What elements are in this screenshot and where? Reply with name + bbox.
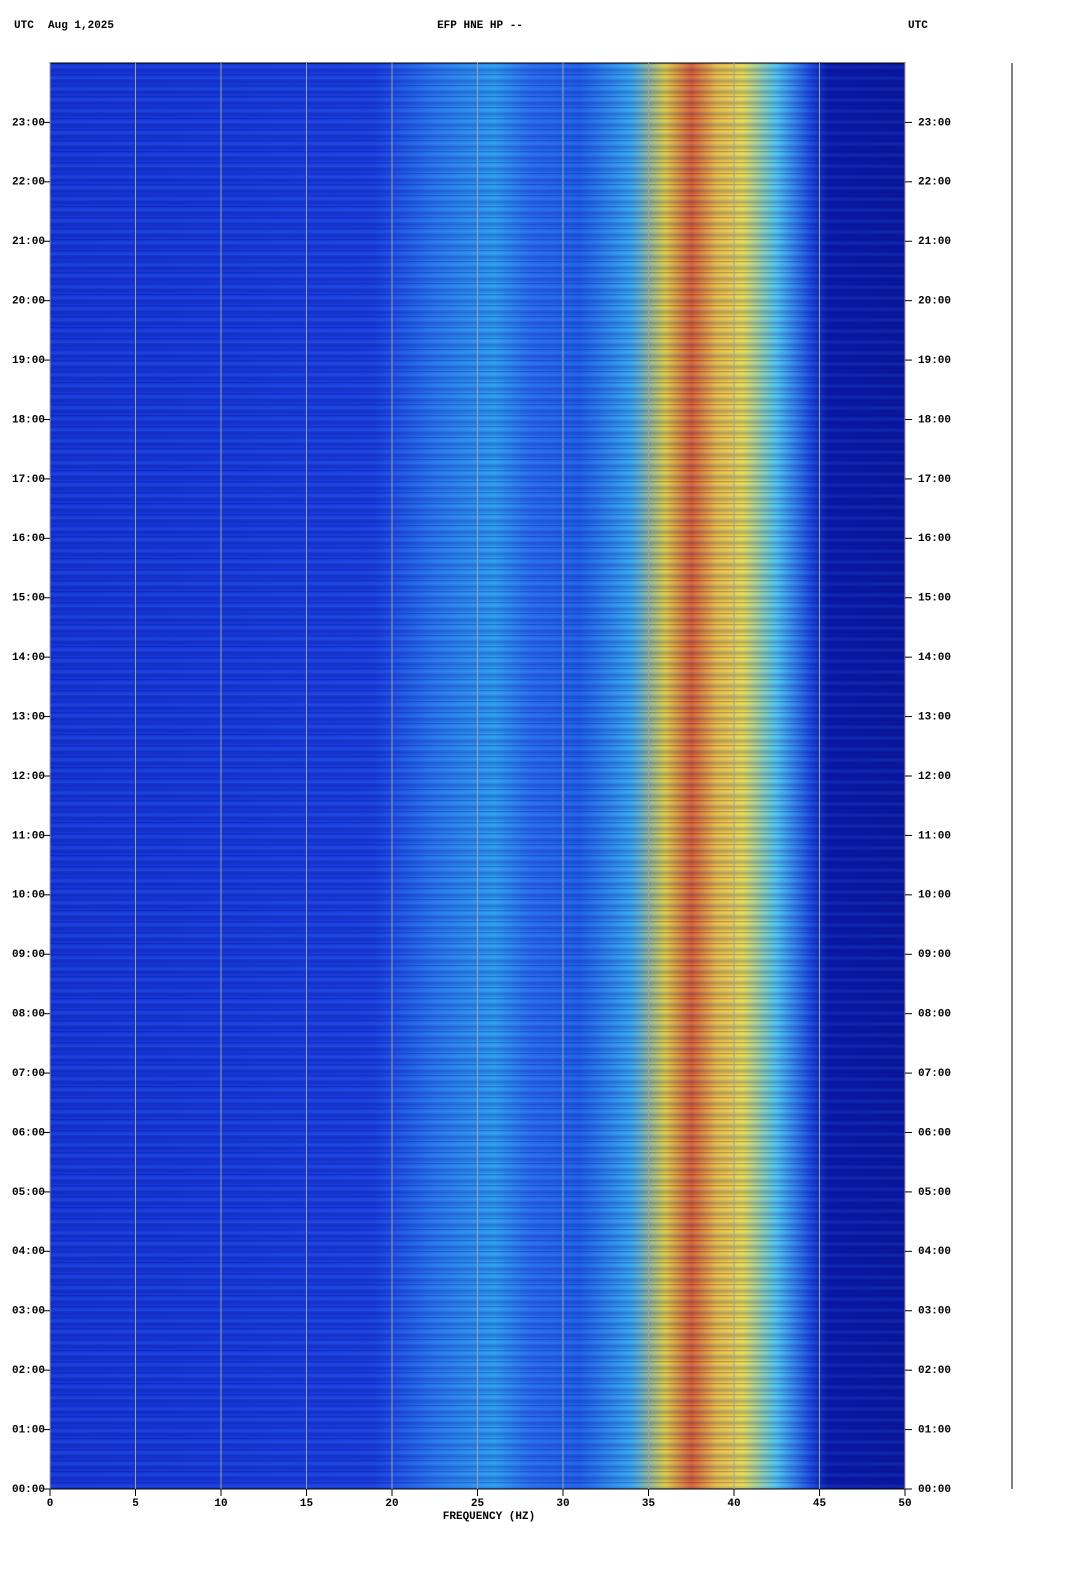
y-tick-label: 10:00	[12, 890, 45, 902]
y-tick-label: 00:00	[12, 1484, 45, 1496]
header-left: UTC	[14, 20, 34, 32]
y-tick-label-right: 19:00	[918, 355, 951, 367]
y-tick-label: 17:00	[12, 474, 45, 486]
y-tick-label-right: 04:00	[918, 1246, 951, 1258]
x-tick-label: 35	[642, 1498, 656, 1510]
x-tick-label: 5	[132, 1498, 139, 1510]
y-tick-label: 22:00	[12, 177, 45, 189]
y-tick-label-right: 02:00	[918, 1365, 951, 1377]
y-tick-label: 06:00	[12, 1127, 45, 1139]
y-tick-label-right: 18:00	[918, 414, 951, 426]
x-tick-label: 50	[898, 1498, 911, 1510]
x-axis-label: FREQUENCY (HZ)	[443, 1511, 535, 1523]
y-tick-label: 23:00	[12, 117, 45, 129]
y-tick-label-right: 07:00	[918, 1068, 951, 1080]
y-tick-label: 09:00	[12, 949, 45, 961]
y-tick-label: 14:00	[12, 652, 45, 664]
y-tick-label: 02:00	[12, 1365, 45, 1377]
y-tick-label: 13:00	[12, 711, 45, 723]
y-tick-label-right: 09:00	[918, 949, 951, 961]
y-tick-label-right: 13:00	[918, 711, 951, 723]
y-tick-label-right: 15:00	[918, 593, 951, 605]
y-tick-label-right: 16:00	[918, 533, 951, 545]
y-tick-label-right: 10:00	[918, 890, 951, 902]
y-tick-label: 01:00	[12, 1424, 45, 1436]
x-tick-label: 0	[47, 1498, 54, 1510]
y-tick-label-right: 17:00	[918, 474, 951, 486]
y-tick-label: 03:00	[12, 1306, 45, 1318]
y-tick-label-right: 21:00	[918, 236, 951, 248]
y-tick-label: 08:00	[12, 1009, 45, 1021]
y-tick-label-right: 23:00	[918, 117, 951, 129]
y-tick-label: 07:00	[12, 1068, 45, 1080]
y-tick-label: 20:00	[12, 296, 45, 308]
y-tick-label: 05:00	[12, 1187, 45, 1199]
y-tick-label-right: 05:00	[918, 1187, 951, 1199]
x-tick-label: 45	[813, 1498, 827, 1510]
header-right: UTC	[908, 20, 928, 32]
x-tick-label: 15	[300, 1498, 314, 1510]
y-tick-label: 16:00	[12, 533, 45, 545]
y-tick-label-right: 20:00	[918, 296, 951, 308]
y-tick-label-right: 12:00	[918, 771, 951, 783]
date: Aug 1,2025	[48, 20, 114, 32]
y-tick-label-right: 03:00	[918, 1306, 951, 1318]
y-tick-label-right: 11:00	[918, 830, 951, 842]
chart-title: EFP HNE HP --	[437, 20, 523, 32]
y-tick-label: 11:00	[12, 830, 45, 842]
y-tick-label: 21:00	[12, 236, 45, 248]
x-tick-label: 25	[471, 1498, 485, 1510]
y-tick-label-right: 22:00	[918, 177, 951, 189]
y-tick-label: 04:00	[12, 1246, 45, 1258]
y-tick-label-right: 01:00	[918, 1424, 951, 1436]
y-tick-label: 15:00	[12, 593, 45, 605]
y-tick-label-right: 06:00	[918, 1127, 951, 1139]
y-tick-label: 12:00	[12, 771, 45, 783]
x-tick-label: 20	[385, 1498, 398, 1510]
y-tick-label-right: 00:00	[918, 1484, 951, 1496]
y-tick-label: 18:00	[12, 414, 45, 426]
y-tick-label: 19:00	[12, 355, 45, 367]
x-tick-label: 10	[214, 1498, 227, 1510]
x-tick-label: 30	[556, 1498, 569, 1510]
y-tick-label-right: 14:00	[918, 652, 951, 664]
y-tick-label-right: 08:00	[918, 1009, 951, 1021]
x-tick-label: 40	[727, 1498, 740, 1510]
